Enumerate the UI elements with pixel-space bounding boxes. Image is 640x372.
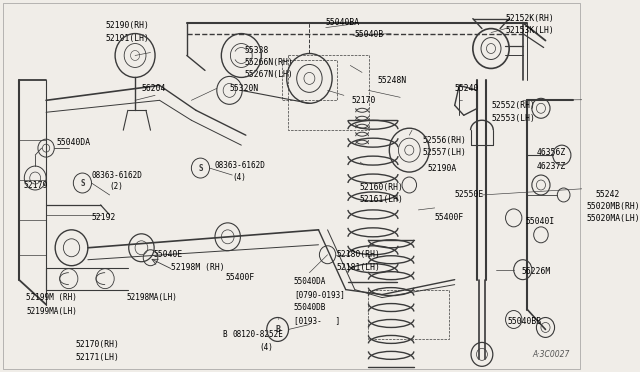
Text: 56226M: 56226M [522,267,551,276]
Text: 08363-6162D: 08363-6162D [92,170,142,180]
Text: 55040BA: 55040BA [326,18,360,27]
Text: 52190(RH): 52190(RH) [105,21,149,30]
Text: 52552(RH): 52552(RH) [491,101,535,110]
Text: [0790-0193]: [0790-0193] [294,290,345,299]
Text: 52180(RH): 52180(RH) [337,250,381,259]
Text: 52192: 52192 [92,214,116,222]
Text: 52179: 52179 [24,180,48,189]
Text: 55267N(LH): 55267N(LH) [244,70,292,79]
Text: 55338: 55338 [244,46,268,55]
Text: 52199MA(LH): 52199MA(LH) [26,307,77,316]
Text: S: S [198,164,203,173]
Text: 52190A: 52190A [428,164,457,173]
Text: 55040E: 55040E [153,250,182,259]
Text: 55266N(RH): 55266N(RH) [244,58,292,67]
Text: 52198MA(LH): 52198MA(LH) [126,293,177,302]
Text: 55400F: 55400F [226,273,255,282]
Text: 52556(RH): 52556(RH) [423,136,467,145]
Text: 52153K(LH): 52153K(LH) [506,26,554,35]
Text: 55040DB: 55040DB [294,303,326,312]
Text: 46237Z: 46237Z [536,161,566,171]
Text: 55040DA: 55040DA [294,277,326,286]
Text: 52152K(RH): 52152K(RH) [506,14,554,23]
Text: 55040DA: 55040DA [57,138,91,147]
Text: 55400F: 55400F [435,214,464,222]
Text: 55040I: 55040I [525,217,555,227]
Text: B: B [222,330,227,339]
Text: 55242: 55242 [595,190,620,199]
Text: 55020MB(RH): 55020MB(RH) [586,202,640,211]
Text: 52199M (RH): 52199M (RH) [26,293,77,302]
Text: 52557(LH): 52557(LH) [423,148,467,157]
Text: 55020MA(LH): 55020MA(LH) [586,214,640,223]
Text: 52170: 52170 [351,96,376,105]
Text: (2): (2) [109,183,124,192]
Text: 08363-6162D: 08363-6162D [214,161,265,170]
Text: 55040BB: 55040BB [508,317,541,326]
Text: 08120-8252E: 08120-8252E [232,330,283,339]
Text: [0193-   ]: [0193- ] [294,316,340,325]
Text: 52161(LH): 52161(LH) [359,195,403,205]
Text: 46356Z: 46356Z [536,148,566,157]
Text: 55240: 55240 [454,84,479,93]
Text: (4): (4) [232,173,246,182]
Text: 52198M (RH): 52198M (RH) [172,263,225,272]
Text: 52171(LH): 52171(LH) [75,353,119,362]
Text: 52181(LH): 52181(LH) [337,263,381,272]
Text: 52191(LH): 52191(LH) [105,34,149,43]
Text: B: B [275,325,280,334]
Text: 55248N: 55248N [378,76,407,85]
Text: 52553(LH): 52553(LH) [491,114,535,123]
Text: 52170(RH): 52170(RH) [75,340,119,349]
Text: 52160(RH): 52160(RH) [359,183,403,192]
Text: S: S [80,179,84,187]
Text: 55320N: 55320N [230,84,259,93]
Text: 52550E: 52550E [454,190,484,199]
Text: A·3C0027: A·3C0027 [532,350,570,359]
Text: 56204: 56204 [141,84,166,93]
Text: (4): (4) [259,343,273,352]
Text: 55040B: 55040B [355,30,384,39]
